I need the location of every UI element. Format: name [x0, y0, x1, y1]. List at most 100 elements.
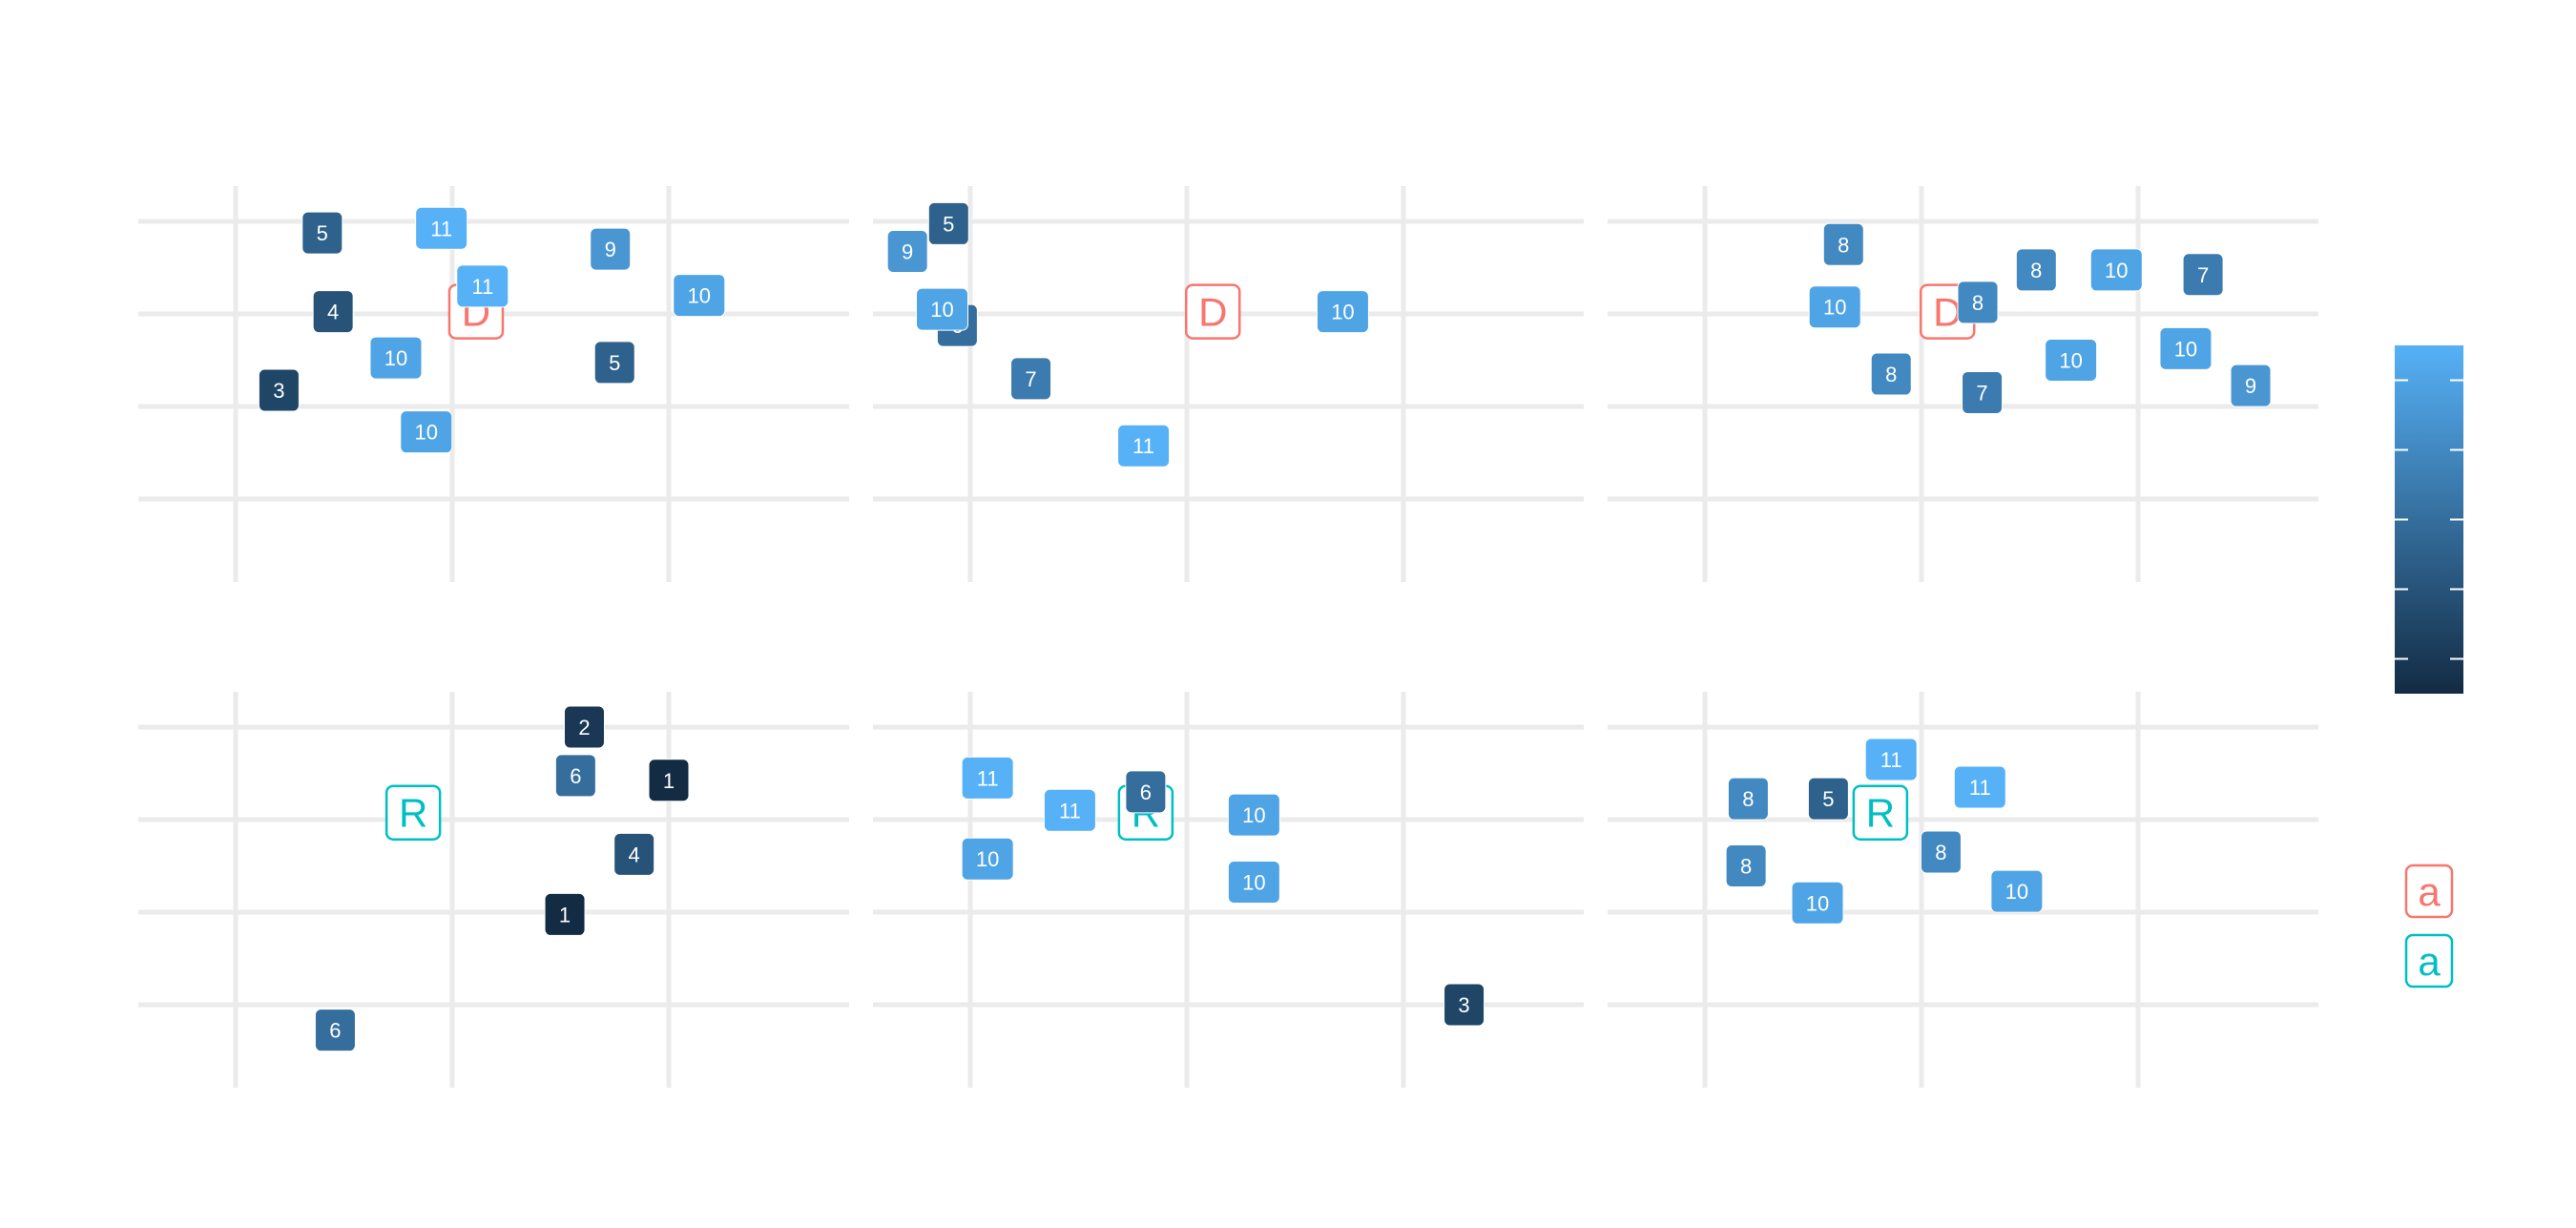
point-value: 5 [317, 221, 328, 245]
panel-grid: D511911104105310D5961010711D881078101010… [138, 186, 2318, 1088]
point-label: 6 [1125, 770, 1167, 814]
point-value: 9 [605, 238, 616, 261]
point-label: 10 [369, 336, 423, 380]
point-label: 3 [258, 368, 300, 412]
point-value: 6 [329, 1019, 341, 1043]
point-value: 8 [2030, 259, 2042, 282]
point-label: 4 [312, 290, 354, 334]
point-label: 11 [1864, 738, 1918, 781]
point-value: 11 [471, 275, 493, 299]
point-value: 9 [2245, 374, 2256, 398]
party-label-text: R [1866, 791, 1895, 836]
party-label: D [1184, 283, 1241, 340]
point-label: 10 [400, 410, 453, 454]
point-value: 10 [1242, 803, 1265, 827]
point-value: 3 [273, 379, 284, 403]
point-value: 4 [327, 301, 339, 324]
point-value: 8 [1972, 291, 1984, 315]
point-label: 11 [415, 206, 468, 250]
point-label: 8 [1727, 777, 1769, 821]
point-value: 10 [2005, 880, 2028, 904]
point-label: 10 [2045, 339, 2098, 382]
point-value: 9 [902, 240, 913, 264]
point-label: 1 [648, 759, 690, 802]
point-value: 11 [1969, 776, 1991, 800]
point-label: 8 [1822, 222, 1864, 266]
point-label: 8 [1725, 844, 1767, 887]
point-label: 3 [1444, 983, 1485, 1027]
point-value: 6 [570, 764, 581, 788]
legend-key-symbol: a [2418, 869, 2441, 914]
facet-panel: R 11 11 8 5 8 8 10 10 [1608, 692, 2318, 1088]
point-value: 8 [1885, 363, 1897, 386]
point-label: 8 [1957, 281, 1999, 324]
point-label: 4 [613, 832, 655, 876]
point-value: 10 [384, 346, 407, 370]
party-label-text: D [1198, 290, 1227, 335]
point-label: 8 [1920, 830, 1962, 874]
point-value: 8 [1935, 841, 1946, 864]
point-label: 10 [1791, 881, 1844, 925]
point-label: 10 [961, 837, 1014, 881]
point-value: 7 [2197, 263, 2209, 287]
point-label: 7 [2182, 253, 2224, 297]
point-label: 10 [2159, 326, 2212, 370]
point-value: 10 [2105, 259, 2128, 282]
point-label: 10 [1316, 290, 1369, 334]
point-value: 5 [1822, 787, 1834, 811]
party-label-text: D [1933, 290, 1962, 335]
point-value: 1 [663, 769, 675, 793]
point-label: 2 [563, 705, 605, 749]
point-value: 1 [559, 903, 571, 926]
legend-key-symbol: a [2418, 939, 2441, 984]
point-label: 9 [590, 227, 632, 271]
point-value: 10 [1331, 301, 1354, 324]
point-value: 11 [1132, 434, 1154, 458]
point-label: 11 [961, 756, 1014, 800]
point-value: 5 [943, 212, 954, 236]
point-value: 7 [1976, 381, 1987, 405]
point-label: 5 [927, 201, 969, 245]
legend-key: a [2404, 933, 2454, 989]
point-label: 10 [1227, 860, 1280, 904]
point-label: 9 [2230, 364, 2272, 407]
point-value: 11 [1880, 748, 1902, 772]
point-value: 10 [688, 284, 711, 308]
legend-key: a [2404, 864, 2454, 919]
point-label: 5 [301, 211, 343, 255]
point-value: 10 [1242, 870, 1265, 894]
point-value: 10 [2174, 337, 2197, 361]
point-value: 5 [609, 351, 620, 375]
point-value: 10 [1823, 296, 1846, 320]
party-label-text: R [399, 791, 427, 836]
point-value: 10 [976, 847, 999, 871]
point-label: 5 [1807, 777, 1849, 821]
point-label: 11 [1043, 788, 1096, 832]
point-value: 10 [415, 421, 438, 445]
point-label: 7 [1962, 370, 2004, 414]
point-value: 7 [1025, 367, 1036, 391]
point-value: 2 [578, 716, 590, 739]
point-label: 11 [1117, 424, 1171, 468]
point-value: 11 [430, 217, 452, 240]
party-label: R [384, 784, 442, 841]
facet-panel: R 2 6 1 4 1 6 [138, 692, 849, 1088]
facet-panel: D5961010711 [873, 186, 1584, 582]
point-label: 8 [2015, 248, 2057, 292]
point-label: 10 [915, 287, 968, 331]
point-label: 7 [1010, 357, 1052, 401]
point-value: 10 [1806, 891, 1829, 915]
point-value: 6 [1140, 781, 1152, 804]
point-value: 8 [1838, 233, 1849, 257]
point-value: 3 [1458, 993, 1469, 1017]
point-label: 11 [456, 264, 509, 308]
point-value: 8 [1740, 855, 1752, 879]
point-label: 8 [1870, 352, 1912, 396]
point-label: 10 [673, 274, 726, 318]
point-value: 10 [930, 298, 953, 322]
point-label: 10 [2089, 248, 2143, 292]
point-value: 10 [2059, 349, 2082, 373]
